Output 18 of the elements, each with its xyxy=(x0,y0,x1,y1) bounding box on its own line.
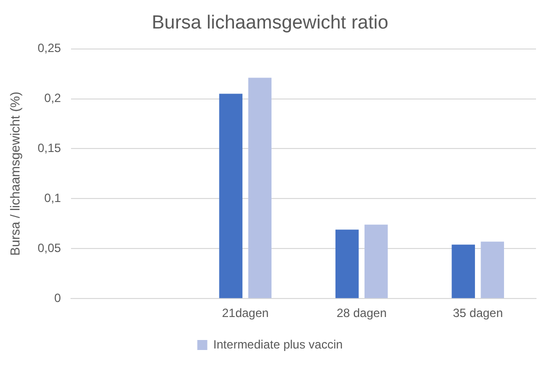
bar xyxy=(248,78,272,298)
y-tick-label: 0,25 xyxy=(38,41,62,56)
y-tick-label: 0,15 xyxy=(38,141,62,156)
chart-title: Bursa lichaamsgewicht ratio xyxy=(152,12,388,34)
y-tick-label: 0,2 xyxy=(44,91,62,106)
x-tick-label: 35 dagen xyxy=(452,306,503,320)
y-tick-label: 0,05 xyxy=(38,240,62,255)
x-tick-label: 28 dagen xyxy=(336,306,387,320)
bar xyxy=(364,224,388,298)
x-tick-label: 21dagen xyxy=(222,306,269,320)
bar xyxy=(219,94,242,298)
legend-label: Intermediate plus vaccin xyxy=(213,337,343,352)
y-axis-title: Bursa / lichaamsgewicht (%) xyxy=(7,92,22,256)
y-tick-label: 0 xyxy=(54,290,62,305)
bar xyxy=(335,230,359,298)
bar xyxy=(452,244,475,298)
y-tick-label: 0,1 xyxy=(44,190,62,205)
bar xyxy=(480,242,504,298)
